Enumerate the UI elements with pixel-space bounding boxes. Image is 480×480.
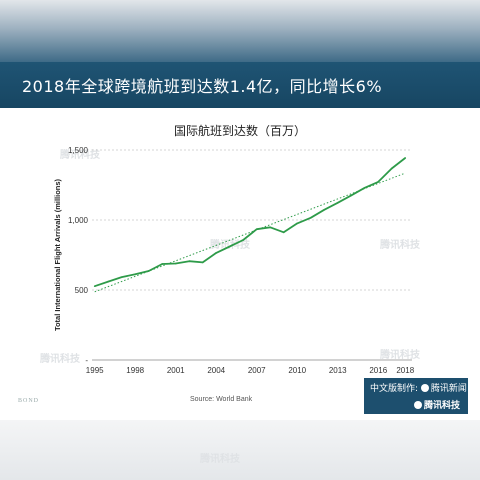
credit-prefix: 中文版制作: — [370, 384, 419, 394]
x-tick-label: 1995 — [86, 366, 104, 375]
tencent-logo-icon — [420, 384, 429, 392]
data-point — [255, 228, 258, 231]
data-point — [228, 245, 231, 248]
data-point — [269, 226, 272, 229]
x-tick-label: 2001 — [167, 366, 185, 375]
source-note: Source: World Bank — [190, 396, 253, 403]
chart-title: 国际航班到达数（百万） — [173, 124, 306, 138]
y-tick-label: 1,500 — [68, 146, 89, 155]
data-point — [93, 285, 96, 288]
credit-line2: 腾讯科技 — [414, 398, 460, 411]
tencent-logo-icon — [414, 401, 422, 409]
data-point — [174, 262, 177, 265]
data-point — [134, 273, 137, 276]
series — [93, 157, 407, 293]
trend-line — [94, 172, 406, 293]
x-tick-label: 1998 — [126, 366, 144, 375]
data-point — [242, 239, 245, 241]
data-point — [336, 201, 339, 204]
watermark: 腾讯科技 — [60, 150, 100, 161]
watermark: 腾讯科技 — [380, 240, 420, 251]
x-tick-label: 2018 — [396, 366, 414, 375]
data-point — [404, 157, 407, 159]
data-point — [350, 194, 353, 197]
x-tick-label: 2007 — [248, 366, 266, 375]
series-line — [94, 157, 406, 288]
headline: 2018年全球跨境航班到达数1.4亿，同比增长6% — [22, 77, 383, 96]
axes: - 500 1,000 1,500 1995 1998 2001 2004 2007 2010 20… — [68, 146, 415, 375]
data-point — [188, 260, 191, 262]
chart-card — [0, 108, 480, 420]
data-point — [282, 231, 285, 234]
credit-tech-brand: 腾讯科技 — [424, 401, 461, 411]
x-tick-label: 2013 — [329, 366, 347, 375]
data-point — [323, 208, 326, 211]
bottom-background — [0, 420, 480, 480]
data-point — [120, 276, 123, 278]
x-tick-label: 2010 — [288, 366, 306, 375]
title-bar: 2018年全球跨境航班到达数1.4亿，同比增长6% — [0, 62, 480, 108]
credit-box: 中文版制作: 腾讯新闻 腾讯科技 — [364, 378, 468, 414]
x-tick-label: 2016 — [369, 366, 387, 375]
credit-line1: 中文版制作: 腾讯新闻 — [370, 381, 467, 394]
data-point — [161, 263, 164, 265]
data-point — [377, 181, 380, 183]
watermark: 腾讯科技 — [40, 354, 80, 365]
x-tick-label: 2004 — [207, 366, 225, 375]
watermark: 腾讯科技 — [380, 350, 420, 361]
y-axis-label: Total International Flight Arrivals (mil… — [53, 178, 62, 331]
y-tick-label: 500 — [75, 286, 89, 295]
data-point — [201, 261, 204, 264]
data-point — [296, 222, 299, 225]
gridlines — [92, 149, 412, 291]
data-point — [215, 252, 218, 254]
y-tick-label: 1,000 — [68, 216, 89, 225]
top-background — [0, 0, 480, 62]
y-tick-label: - — [85, 356, 88, 365]
data-point — [309, 216, 312, 219]
data-point — [107, 280, 110, 283]
credit-news-brand: 腾讯新闻 — [430, 384, 467, 394]
data-point — [363, 187, 366, 189]
data-point — [390, 167, 393, 170]
watermark: 腾讯科技 — [200, 454, 240, 465]
brand-left: BOND — [18, 398, 40, 404]
